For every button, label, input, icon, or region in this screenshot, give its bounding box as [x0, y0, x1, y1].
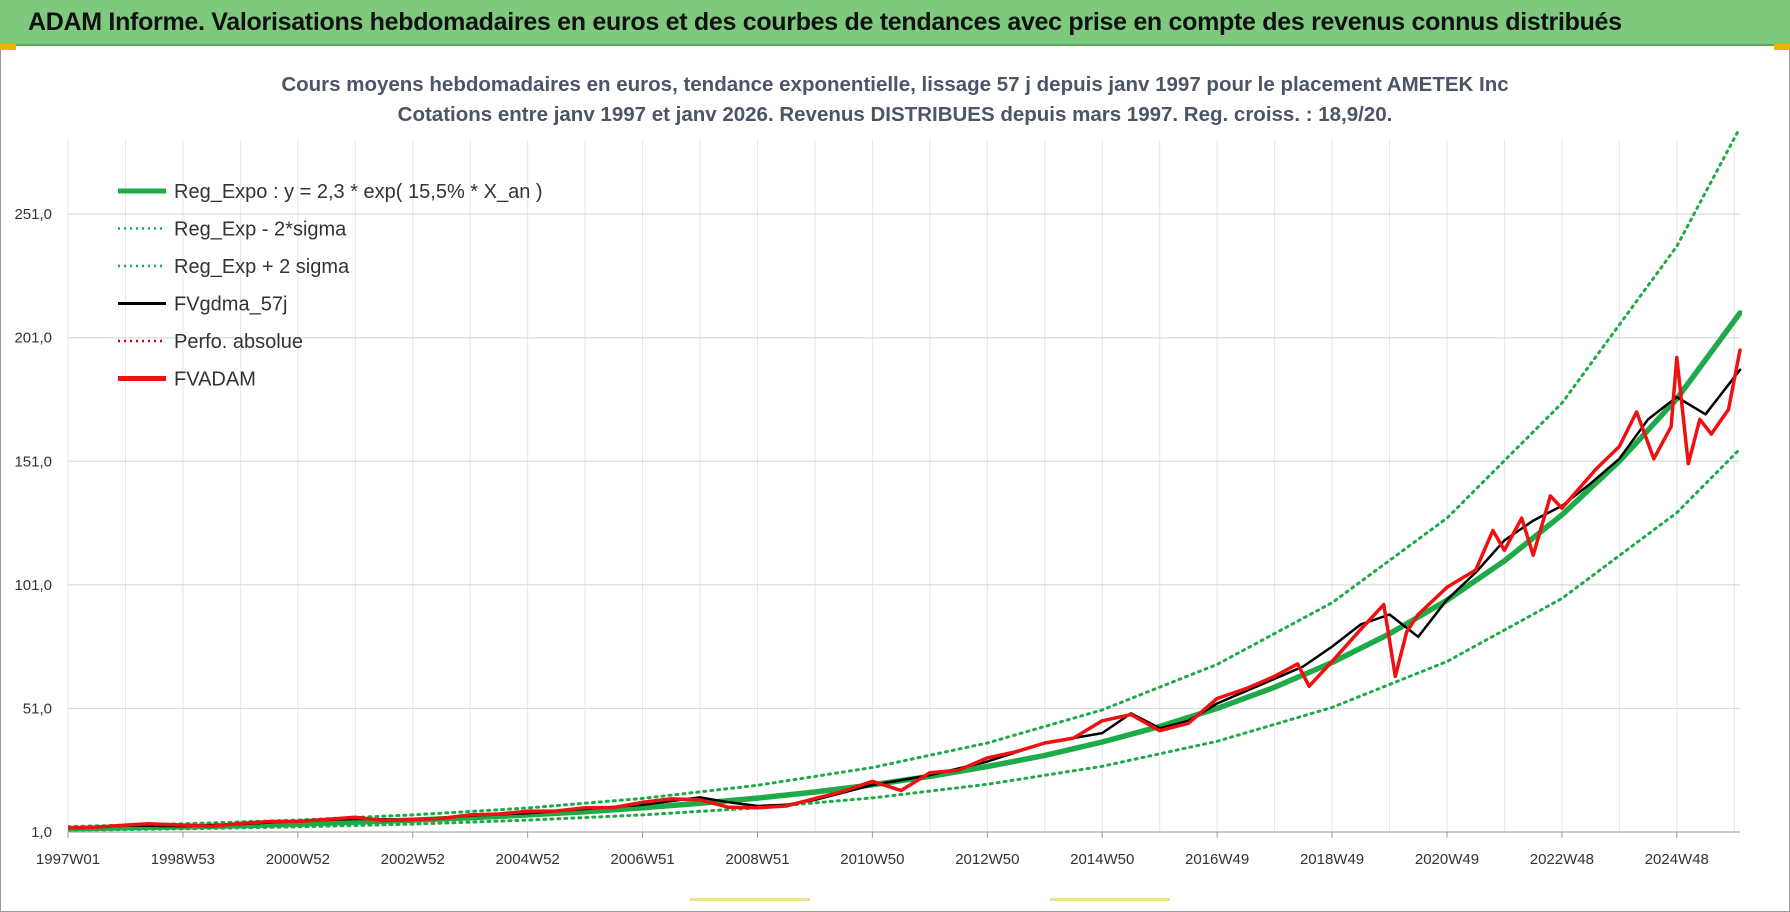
- y-tick-label: 151,0: [14, 453, 52, 470]
- chart-legend: Reg_Expo : y = 2,3 * exp( 15,5% * X_an )…: [118, 181, 543, 391]
- chart-series: [68, 130, 1742, 832]
- series-reg-exp-minus-2sigma: [68, 447, 1742, 832]
- chart-title-block: Cours moyens hebdomadaires en euros, ten…: [0, 70, 1790, 130]
- x-tick-label: 1998W53: [151, 851, 215, 868]
- y-tick-label: 251,0: [14, 206, 52, 223]
- x-tick-label: 2018W49: [1300, 851, 1364, 868]
- bottom-accent-2: [1050, 898, 1170, 901]
- x-tick-label: 2004W52: [496, 851, 560, 868]
- y-tick-label: 201,0: [14, 330, 52, 347]
- x-tick-label: 2006W51: [610, 851, 674, 868]
- banner-title: ADAM Informe. Valorisations hebdomadaire…: [28, 8, 1622, 36]
- chart-grid: [67, 140, 1740, 833]
- header-banner: ADAM Informe. Valorisations hebdomadaire…: [0, 0, 1790, 46]
- series-reg-expo: [68, 310, 1742, 832]
- legend-label: FVADAM: [174, 369, 256, 391]
- series-fvadam: [68, 348, 1742, 830]
- x-tick-label: 2000W52: [266, 851, 330, 868]
- y-tick-label: 51,0: [23, 700, 52, 717]
- y-tick-label: 101,0: [14, 577, 52, 594]
- x-tick-label: 2016W49: [1185, 851, 1249, 868]
- y-tick-label: 1,0: [31, 824, 52, 841]
- x-tick-label: 2024W48: [1645, 851, 1709, 868]
- x-tick-label: 2014W50: [1070, 851, 1134, 868]
- corner-accent-right: [1774, 44, 1790, 50]
- legend-label: Reg_Expo : y = 2,3 * exp( 15,5% * X_an ): [174, 181, 543, 203]
- chart-title: Cours moyens hebdomadaires en euros, ten…: [281, 73, 1509, 96]
- legend-label: Reg_Exp - 2*sigma: [174, 219, 347, 241]
- x-tick-label: 2008W51: [725, 851, 789, 868]
- x-tick-label: 2010W50: [840, 851, 904, 868]
- y-axis: 1,0 51,0 101,0 151,0 201,0 251,0: [14, 206, 52, 841]
- x-tick-label: 1997W01: [36, 851, 100, 868]
- chart-subtitle: Cotations entre janv 1997 et janv 2026. …: [397, 103, 1393, 126]
- x-tick-label: 2012W50: [955, 851, 1019, 868]
- x-tick-label: 2020W49: [1415, 851, 1479, 868]
- bottom-accent-1: [690, 898, 810, 901]
- legend-label: Perfo. absolue: [174, 331, 303, 353]
- x-tick-label: 2002W52: [381, 851, 445, 868]
- corner-accent-left: [0, 44, 16, 50]
- x-tick-label: 2022W48: [1530, 851, 1594, 868]
- legend-label: Reg_Exp + 2 sigma: [174, 256, 350, 278]
- x-axis: 1997W01 1998W53 2000W52 2002W52 2004W52 2006W…: [36, 832, 1709, 868]
- legend-label: FVgdma_57j: [174, 294, 287, 316]
